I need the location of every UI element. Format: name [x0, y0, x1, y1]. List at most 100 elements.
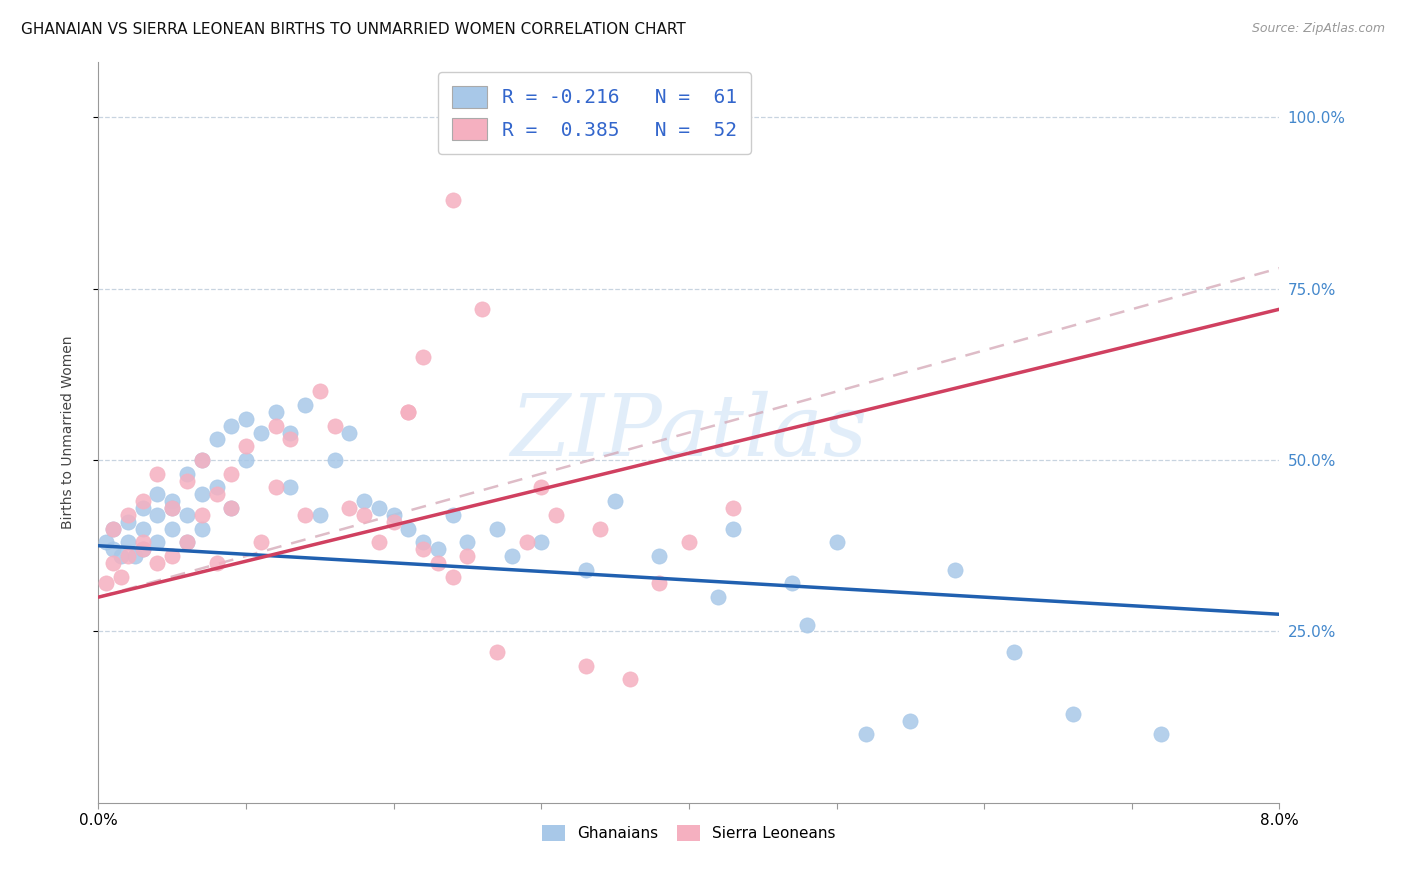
Point [619, 673, 641, 687]
Point [427, 556, 450, 570]
Point [339, 425, 361, 440]
Point [516, 535, 538, 549]
Point [900, 714, 922, 728]
Point [94, 535, 117, 549]
Point [943, 563, 966, 577]
Point [382, 508, 405, 522]
Point [501, 549, 523, 563]
Point [191, 522, 214, 536]
Point [530, 480, 553, 494]
Y-axis label: Births to Unmarried Women: Births to Unmarried Women [60, 336, 75, 529]
Point [1062, 706, 1084, 721]
Point [309, 384, 332, 399]
Point [235, 439, 257, 453]
Point [294, 398, 316, 412]
Point [546, 508, 568, 522]
Point [353, 494, 375, 508]
Point [146, 535, 169, 549]
Point [589, 522, 612, 536]
Point [264, 480, 287, 494]
Point [648, 549, 671, 563]
Point [457, 535, 479, 549]
Point [250, 425, 273, 440]
Point [103, 522, 125, 536]
Point [221, 501, 243, 516]
Point [132, 501, 155, 516]
Point [441, 508, 464, 522]
Point [132, 535, 155, 549]
Point [471, 302, 494, 317]
Point [235, 453, 257, 467]
Point [176, 467, 198, 481]
Point [323, 418, 346, 433]
Point [1150, 727, 1173, 741]
Point [368, 535, 391, 549]
Point [412, 542, 434, 557]
Point [205, 556, 228, 570]
Text: GHANAIAN VS SIERRA LEONEAN BIRTHS TO UNMARRIED WOMEN CORRELATION CHART: GHANAIAN VS SIERRA LEONEAN BIRTHS TO UNM… [21, 22, 686, 37]
Point [146, 556, 169, 570]
Point [221, 501, 243, 516]
Point [132, 522, 155, 536]
Point [110, 549, 132, 563]
Point [412, 350, 434, 364]
Point [103, 522, 125, 536]
Point [191, 487, 214, 501]
Point [398, 405, 420, 419]
Point [176, 535, 198, 549]
Point [162, 494, 183, 508]
Point [235, 412, 257, 426]
Point [132, 494, 155, 508]
Point [398, 405, 420, 419]
Point [250, 535, 273, 549]
Point [486, 522, 509, 536]
Point [441, 193, 464, 207]
Point [176, 508, 198, 522]
Point [825, 535, 848, 549]
Point [176, 535, 198, 549]
Point [103, 556, 125, 570]
Point [205, 433, 228, 447]
Point [146, 467, 169, 481]
Point [205, 487, 228, 501]
Point [162, 522, 183, 536]
Point [162, 501, 183, 516]
Text: ZIPatlas: ZIPatlas [510, 392, 868, 474]
Point [132, 542, 155, 557]
Point [575, 563, 598, 577]
Point [117, 515, 139, 529]
Point [191, 453, 214, 467]
Legend: Ghanaians, Sierra Leoneans: Ghanaians, Sierra Leoneans [536, 819, 842, 847]
Point [176, 474, 198, 488]
Point [723, 522, 745, 536]
Point [132, 542, 155, 557]
Point [412, 535, 434, 549]
Point [94, 576, 117, 591]
Point [191, 453, 214, 467]
Point [124, 549, 146, 563]
Point [605, 494, 627, 508]
Point [707, 590, 730, 604]
Point [368, 501, 391, 516]
Point [221, 467, 243, 481]
Point [353, 508, 375, 522]
Point [294, 508, 316, 522]
Point [280, 480, 302, 494]
Point [530, 535, 553, 549]
Point [117, 535, 139, 549]
Point [782, 576, 804, 591]
Point [486, 645, 509, 659]
Point [110, 569, 132, 583]
Point [382, 515, 405, 529]
Point [280, 433, 302, 447]
Point [723, 501, 745, 516]
Point [427, 542, 450, 557]
Point [103, 542, 125, 557]
Point [796, 617, 818, 632]
Point [117, 508, 139, 522]
Point [205, 480, 228, 494]
Point [1002, 645, 1025, 659]
Text: Source: ZipAtlas.com: Source: ZipAtlas.com [1251, 22, 1385, 36]
Point [575, 658, 598, 673]
Point [855, 727, 877, 741]
